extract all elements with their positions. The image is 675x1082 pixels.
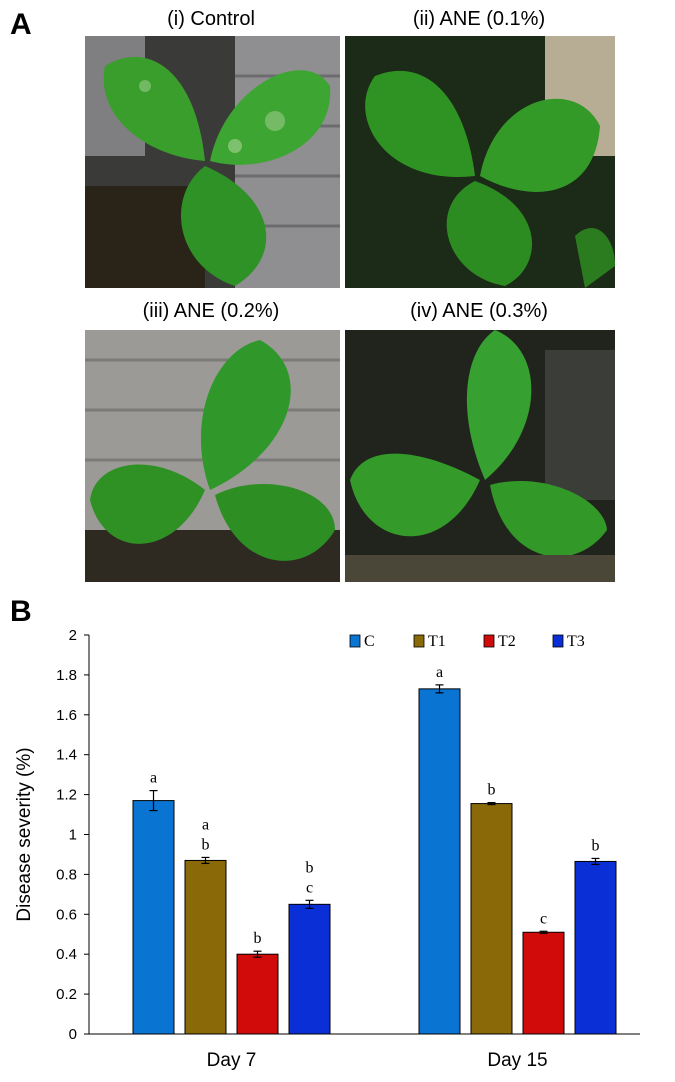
leaf-photo-ane-01 xyxy=(345,36,615,288)
x-category-label: Day 7 xyxy=(207,1050,257,1071)
bar-T1-day15 xyxy=(470,803,513,1035)
legend-swatch-T1 xyxy=(413,634,425,648)
bar-T1-day7 xyxy=(184,859,227,1035)
x-category-label: Day 15 xyxy=(487,1050,547,1071)
legend-label-C: C xyxy=(364,633,375,650)
photo-title-ane-01: (ii) ANE (0.1%) xyxy=(412,8,546,30)
y-tick-label: 1 xyxy=(69,827,77,844)
significance-letter: b xyxy=(202,836,210,853)
panel-b-label: B xyxy=(10,595,32,628)
significance-letter: c xyxy=(306,879,313,896)
legend-label-T2: T2 xyxy=(498,633,516,650)
significance-letter: b xyxy=(488,782,496,799)
y-tick-label: 1.6 xyxy=(56,707,77,724)
bar-T3-day7 xyxy=(288,903,331,1035)
legend-label-T1: T1 xyxy=(428,633,446,650)
significance-letter: a xyxy=(202,816,209,833)
significance-letter: a xyxy=(150,770,157,787)
y-tick-label: 0.6 xyxy=(56,906,77,923)
y-tick-label: 1.8 xyxy=(56,667,77,684)
disease-severity-chart: 0 0.2 0.4 0.6 0.8 1 1.2 1.4 1.6 1.8 2 Disease sever… xyxy=(14,627,640,1071)
leaf-photo-control xyxy=(85,36,340,288)
panel-a-label: A xyxy=(10,8,32,41)
bar-T3-day15 xyxy=(574,860,617,1035)
y-axis-label: Disease severity (%) xyxy=(14,747,35,921)
significance-letter: b xyxy=(592,837,600,854)
legend-swatch-T2 xyxy=(483,634,495,648)
leaf-photo-ane-03 xyxy=(345,330,615,582)
photo-title-ane-03: (iv) ANE (0.3%) xyxy=(410,300,548,322)
bar-T2-day7 xyxy=(236,953,279,1035)
y-tick-label: 1.4 xyxy=(56,747,77,764)
legend-swatch-T3 xyxy=(552,634,564,648)
significance-letter: c xyxy=(540,910,547,927)
y-tick-label: 0.4 xyxy=(56,946,77,963)
leaf-photo-ane-02 xyxy=(85,330,340,582)
legend-label-T3: T3 xyxy=(567,633,585,650)
photo-title-control: (i) Control xyxy=(167,8,255,30)
bar-T2-day15 xyxy=(522,931,565,1035)
y-tick-label: 2 xyxy=(69,627,77,644)
y-tick-label: 0.8 xyxy=(56,866,77,883)
significance-letter: b xyxy=(254,930,262,947)
bar-C-day7 xyxy=(132,800,175,1035)
legend-swatch-C xyxy=(349,634,361,648)
photo-title-ane-02: (iii) ANE (0.2%) xyxy=(142,300,280,322)
bar-C-day15 xyxy=(418,688,461,1035)
y-tick-label: 0 xyxy=(69,1026,77,1043)
y-tick-label: 0.2 xyxy=(56,986,77,1003)
y-tick-label: 1.2 xyxy=(56,787,77,804)
significance-letter: a xyxy=(436,664,443,681)
significance-letter: b xyxy=(306,859,314,876)
